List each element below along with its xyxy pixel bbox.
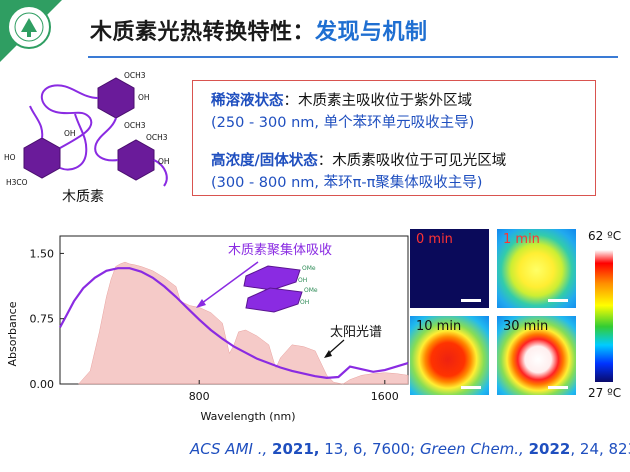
lignin-aggregate-annotation: 木质素聚集体吸收 <box>228 242 332 258</box>
colorbar-max-label: 62 ºC <box>588 229 622 243</box>
aggregate-tag: OH <box>300 299 309 306</box>
dilute-state-key: 稀溶液状态 <box>211 93 284 109</box>
aggregate-tag: OMe <box>302 265 316 272</box>
title-divider <box>88 56 618 58</box>
solid-state-text: ：木质素吸收位于可见光区域 <box>317 153 507 169</box>
x-tick-label: 800 <box>189 390 210 403</box>
title-highlight: 发现与机制 <box>315 20 428 45</box>
thermal-tile-10min: 10 min <box>410 316 489 395</box>
lignin-absorbance-line <box>59 267 409 380</box>
solid-state-line: 高浓度/固体状态：木质素吸收位于可见光区域 <box>211 149 506 170</box>
temperature-colorbar <box>595 250 613 382</box>
group-label: OH <box>138 93 150 102</box>
lignin-structure-diagram: OCH3 OH OCH3 OH OCH3 HO H3CO OH <box>4 71 170 187</box>
thermal-tile-1min: 1 min <box>497 229 576 308</box>
lignin-label: 木质素 <box>62 189 104 205</box>
y-tick-label: 0.75 <box>30 313 55 326</box>
university-logo <box>7 5 51 49</box>
solar-spectrum-annotation: 太阳光谱 <box>330 325 382 340</box>
annotation-arrows <box>196 261 345 358</box>
group-label: OH <box>158 157 170 166</box>
group-label: H3CO <box>6 178 28 187</box>
solid-state-key: 高浓度/固体状态 <box>211 153 318 169</box>
group-label: OCH3 <box>124 71 146 80</box>
citation-year-1: 2021, <box>272 440 320 458</box>
aggregate-tag: OMe <box>304 287 318 294</box>
absorbance-chart: 0.00 0.75 1.50 800 1600 Absorbance Wavelengt… <box>6 235 409 423</box>
y-tick-label: 0.00 <box>30 378 55 391</box>
thermal-tile-label: 30 min <box>503 319 549 334</box>
page-title: 木质素光热转换特性：发现与机制 <box>90 14 428 46</box>
aggregate-illustration: OMe OH OMe OH <box>243 265 318 313</box>
scale-bar <box>548 386 568 389</box>
aggregate-tag: OH <box>298 277 307 284</box>
state-info-box: 稀溶液状态：木质素主吸收位于紫外区域 (250 - 300 nm, 单个苯环单元… <box>192 80 596 196</box>
thermal-tile-label: 0 min <box>416 232 453 247</box>
citation-year-2: 2022 <box>528 440 571 458</box>
benzene-ring-left <box>23 137 61 179</box>
y-axis-label: Absorbance <box>6 301 19 366</box>
group-label: OCH3 <box>146 133 168 142</box>
y-tick-label: 1.50 <box>30 247 55 260</box>
citation: ACS AMI ., 2021, 13, 6, 7600; Green Chem… <box>190 440 630 458</box>
thermal-image-grid: 0 min 1 min 10 min 30 min <box>410 229 580 399</box>
benzene-ring-right <box>117 139 155 181</box>
citation-details-2: , 24, 823 <box>570 440 630 458</box>
colorbar-min-label: 27 ºC <box>588 386 622 400</box>
thermal-tile-label: 1 min <box>503 232 540 247</box>
thermal-tile-0min: 0 min <box>410 229 489 308</box>
dilute-state-line: 稀溶液状态：木质素主吸收位于紫外区域 <box>211 89 472 110</box>
citation-details-1: 13, 6, 7600; <box>319 440 420 458</box>
dilute-state-text: ：木质素主吸收位于紫外区域 <box>283 93 473 109</box>
citation-journal-1: ACS AMI ., <box>190 440 268 458</box>
x-tick-label: 1600 <box>371 390 399 403</box>
citation-journal-2: Green Chem., <box>419 440 524 458</box>
thermal-tile-30min: 30 min <box>497 316 576 395</box>
scale-bar <box>548 299 568 302</box>
group-label: OH <box>64 129 76 138</box>
dilute-state-detail: (250 - 300 nm, 单个苯环单元吸收主导) <box>211 115 475 131</box>
benzene-ring-top <box>97 77 135 119</box>
group-label: OCH3 <box>124 121 146 130</box>
scale-bar <box>461 299 481 302</box>
x-axis-label: Wavelength (nm) <box>200 410 295 423</box>
thermal-tile-label: 10 min <box>416 319 462 334</box>
solar-spectrum-area <box>78 261 409 385</box>
title-main: 木质素光热转换特性： <box>90 20 316 45</box>
group-label: HO <box>4 153 16 162</box>
solid-state-detail: (300 - 800 nm, 苯环π-π聚集体吸收主导) <box>211 175 483 191</box>
scale-bar <box>461 386 481 389</box>
